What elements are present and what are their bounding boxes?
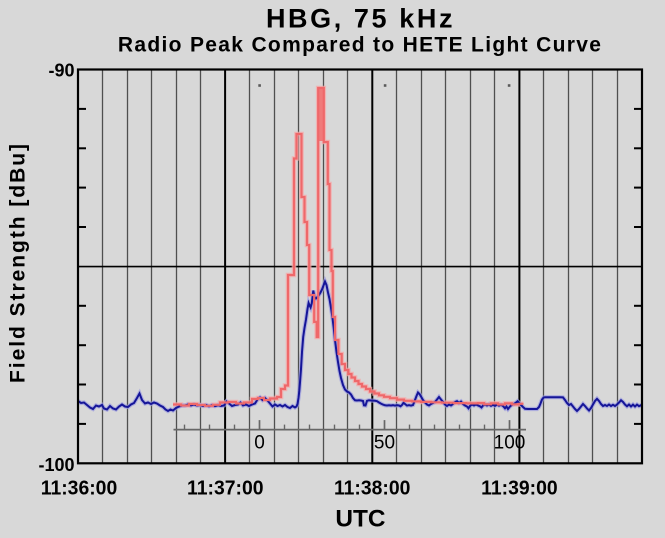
- svg-text:0: 0: [254, 433, 265, 454]
- svg-text:-100: -100: [38, 455, 74, 475]
- svg-text:11:38:00: 11:38:00: [334, 478, 411, 500]
- svg-text:UTC: UTC: [335, 506, 385, 533]
- svg-text:Radio Peak Compared to HETE Li: Radio Peak Compared to HETE Light Curve: [118, 34, 601, 57]
- svg-text:11:37:00: 11:37:00: [187, 478, 264, 500]
- svg-text:100: 100: [494, 433, 526, 454]
- svg-text:50: 50: [374, 433, 395, 454]
- svg-text:-90: -90: [48, 61, 74, 81]
- svg-text:11:36:00: 11:36:00: [41, 478, 118, 500]
- svg-text:Field Strength [dBu]: Field Strength [dBu]: [7, 144, 30, 383]
- svg-text:HBG, 75 kHz: HBG, 75 kHz: [266, 3, 453, 33]
- svg-text:11:39:00: 11:39:00: [481, 478, 558, 500]
